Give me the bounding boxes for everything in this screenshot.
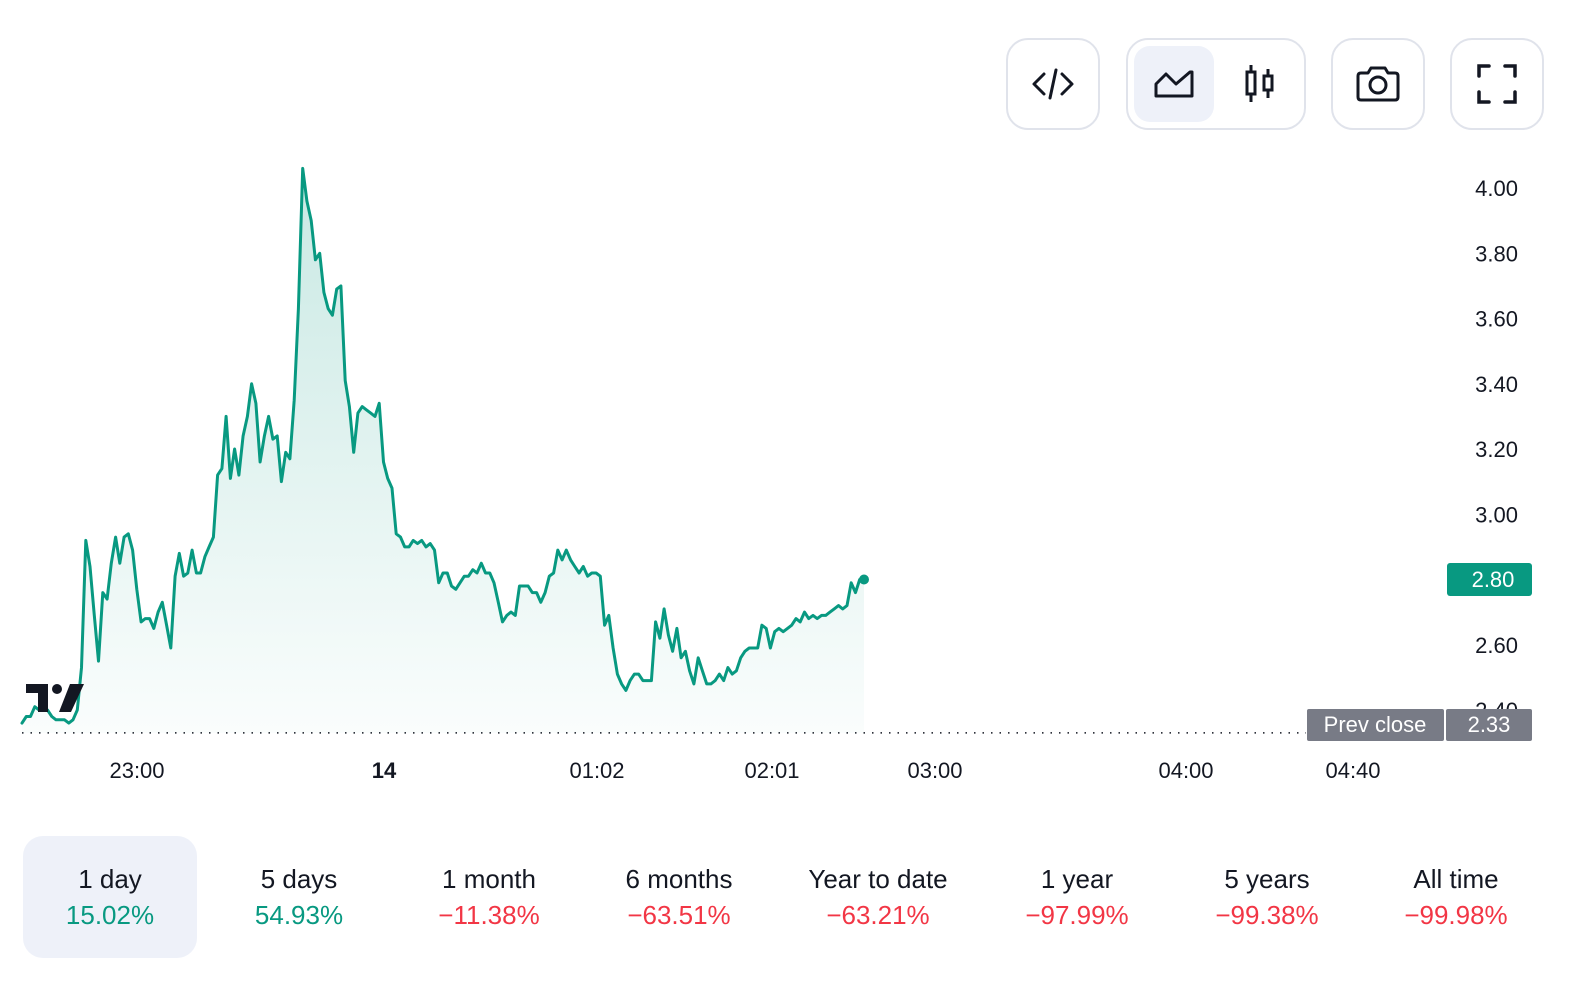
snapshot-button[interactable]	[1331, 38, 1425, 130]
period-change: −63.51%	[627, 900, 731, 930]
last-price-label: 2.80	[1447, 563, 1532, 596]
y-tick-label: 3.40	[1475, 372, 1518, 397]
y-tick-label: 3.80	[1475, 241, 1518, 266]
x-tick-label: 04:00	[1158, 758, 1213, 783]
period-label: 1 year	[1040, 864, 1114, 894]
candles-chart-button[interactable]	[1220, 46, 1300, 122]
y-tick-label: 2.60	[1475, 633, 1518, 658]
period-1-month[interactable]: 1 month −11.38%	[402, 836, 576, 958]
y-tick-label: 4.00	[1475, 176, 1518, 201]
period-1-year[interactable]: 1 year −97.99%	[990, 836, 1164, 958]
x-tick-label: 02:01	[744, 758, 799, 783]
period-6-months[interactable]: 6 months −63.51%	[592, 836, 766, 958]
x-tick-label: 03:00	[907, 758, 962, 783]
period-label: 1 month	[442, 864, 536, 894]
period-5-years[interactable]: 5 years −99.38%	[1180, 836, 1354, 958]
period-label: 5 days	[260, 864, 338, 894]
embed-button[interactable]	[1006, 38, 1100, 130]
period-change: −99.38%	[1215, 900, 1319, 930]
area-chart-icon	[1154, 70, 1194, 98]
period-change: −11.38%	[438, 900, 540, 930]
period-selector: 1 day 15.02% 5 days 54.93% 1 month −11.38% 6 m…	[22, 836, 1542, 958]
y-axis: 4.003.803.603.403.203.002.602.40	[1475, 176, 1518, 723]
last-price-value: 2.80	[1472, 567, 1515, 592]
area-chart-button[interactable]	[1134, 46, 1214, 122]
fullscreen-icon	[1477, 64, 1517, 104]
period-all-time[interactable]: All time −99.98%	[1369, 836, 1543, 958]
chart-type-switcher	[1126, 38, 1306, 130]
period-1-day[interactable]: 1 day 15.02%	[23, 836, 197, 958]
price-area-fill	[22, 168, 864, 733]
tradingview-logo[interactable]	[26, 684, 84, 712]
x-tick-label: 01:02	[569, 758, 624, 783]
candlestick-icon	[1245, 65, 1274, 102]
period-change: 15.02%	[65, 900, 155, 930]
prev-close-text: Prev close	[1324, 712, 1427, 737]
x-axis: 23:00 14 01:02 02:01 03:00 04:00 04:40	[109, 758, 1380, 783]
y-tick-label: 3.00	[1475, 502, 1518, 527]
prev-close-label: Prev close 2.33	[1307, 709, 1532, 741]
x-tick-label: 23:00	[109, 758, 164, 783]
price-chart[interactable]: 4.003.803.603.403.203.002.602.40 23:0014…	[0, 0, 1585, 800]
x-tick-label: 04:40	[1325, 758, 1380, 783]
camera-icon	[1356, 66, 1400, 102]
period-label: 5 years	[1224, 864, 1310, 894]
period-change: −99.98%	[1404, 900, 1508, 930]
y-tick-label: 3.20	[1475, 437, 1518, 462]
code-icon	[1032, 68, 1074, 100]
period-label: 1 day	[78, 864, 142, 894]
period-label: 6 months	[625, 864, 733, 894]
fullscreen-button[interactable]	[1450, 38, 1544, 130]
price-line	[20, 166, 866, 725]
prev-close-value: 2.33	[1468, 712, 1511, 737]
period-label: All time	[1413, 864, 1499, 894]
x-tick-label: 14	[372, 758, 397, 783]
period-change: −97.99%	[1025, 900, 1129, 930]
period-year-to-date[interactable]: Year to date −63.21%	[791, 836, 965, 958]
last-price-dot	[859, 574, 869, 585]
period-label: Year to date	[808, 864, 948, 894]
y-tick-label: 3.60	[1475, 307, 1518, 332]
period-5-days[interactable]: 5 days 54.93%	[212, 836, 386, 958]
period-change: 54.93%	[254, 900, 344, 930]
period-change: −63.21%	[826, 900, 930, 930]
